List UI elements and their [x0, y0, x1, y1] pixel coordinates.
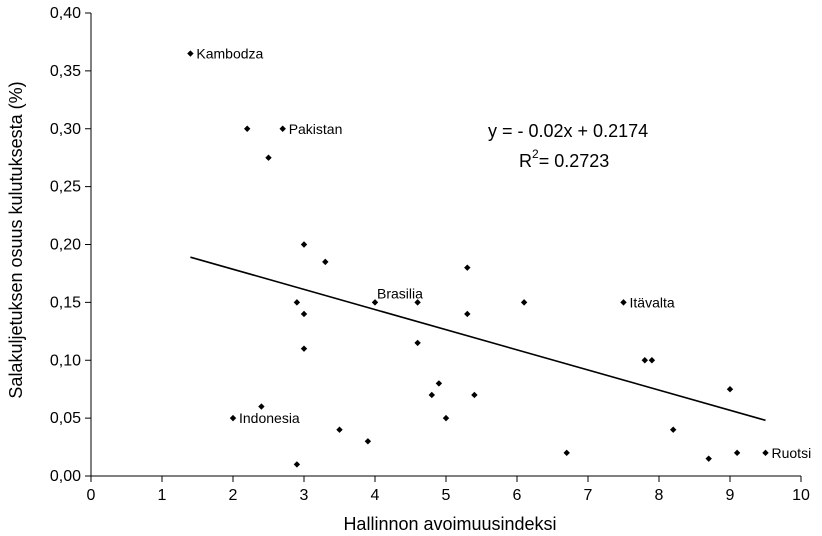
data-point — [293, 461, 301, 468]
data-point — [300, 241, 308, 248]
data-point — [364, 438, 372, 445]
data-points — [187, 50, 769, 468]
r-squared-superscript: 2 — [532, 147, 539, 161]
point-labels: Kambodza Pakistan Brasilia Itävalta Indonesi… — [196, 46, 811, 461]
x-tick-label: 2 — [229, 487, 238, 504]
data-point — [733, 449, 741, 457]
x-tick-label: 8 — [655, 487, 664, 504]
data-point — [464, 310, 471, 318]
data-point — [371, 299, 379, 306]
y-tick-label: 0,10 — [50, 352, 81, 369]
data-point — [435, 380, 443, 387]
data-point — [563, 449, 570, 457]
y-tick-label: 0,00 — [50, 468, 81, 485]
data-point — [336, 426, 343, 433]
y-tick-label: 0,15 — [50, 294, 81, 311]
data-point — [265, 154, 272, 161]
point-label: Indonesia — [239, 410, 300, 426]
data-point — [726, 385, 734, 393]
data-point — [244, 125, 251, 132]
data-point — [300, 345, 308, 352]
data-point — [293, 299, 301, 306]
data-point — [187, 50, 194, 57]
y-ticks: 0,00 0,05 0,10 0,15 0,20 0,25 0,30 0,35 0,40 — [50, 5, 91, 485]
data-point — [258, 403, 265, 410]
data-point — [414, 299, 421, 306]
data-point — [428, 391, 435, 399]
axes — [90, 13, 801, 477]
x-tick-label: 5 — [442, 487, 451, 504]
x-axis-title: Hallinnon avoimuusindeksi — [343, 514, 556, 534]
data-point — [464, 264, 471, 271]
data-point — [620, 299, 627, 306]
data-point — [648, 357, 656, 364]
data-point — [229, 414, 237, 422]
x-tick-label: 3 — [300, 487, 309, 504]
x-tick-label: 1 — [158, 487, 167, 504]
y-tick-label: 0,30 — [50, 121, 81, 138]
point-label: Brasilia — [377, 285, 423, 301]
data-point — [279, 125, 286, 132]
point-label: Ruotsi — [772, 445, 812, 461]
point-label: Itävalta — [630, 294, 675, 310]
x-tick-label: 9 — [726, 487, 735, 504]
point-label: Kambodza — [196, 46, 263, 62]
data-point — [641, 357, 648, 364]
x-tick-label: 6 — [513, 487, 522, 504]
x-tick-label: 10 — [792, 487, 810, 504]
x-ticks: 0 1 2 3 4 5 6 7 8 9 10 — [87, 476, 810, 504]
y-tick-label: 0,05 — [50, 410, 81, 427]
trendline-equation: y = - 0.02x + 0.2174 — [488, 121, 648, 141]
x-tick-label: 7 — [584, 487, 593, 504]
data-point — [442, 414, 450, 422]
data-point — [520, 299, 528, 306]
data-point — [762, 449, 769, 457]
data-point — [670, 426, 677, 433]
trendline — [190, 256, 766, 422]
y-tick-label: 0,20 — [50, 237, 81, 254]
point-label: Pakistan — [289, 121, 343, 137]
data-point — [705, 455, 712, 462]
y-axis-title: Salakuljetuksen osuus kulutuksesta (%) — [6, 81, 26, 398]
data-point — [414, 339, 421, 347]
x-tick-label: 4 — [371, 487, 380, 504]
y-tick-label: 0,40 — [50, 5, 81, 22]
data-point — [471, 391, 478, 399]
data-point — [322, 258, 329, 266]
x-tick-label: 0 — [87, 487, 96, 504]
data-point — [300, 310, 308, 318]
r-squared-text: R2= 0.2723 — [519, 147, 609, 171]
r-squared-prefix: R — [519, 151, 532, 171]
y-tick-label: 0,25 — [50, 179, 81, 196]
y-tick-label: 0,35 — [50, 63, 81, 80]
r-squared-value: = 0.2723 — [539, 151, 610, 171]
